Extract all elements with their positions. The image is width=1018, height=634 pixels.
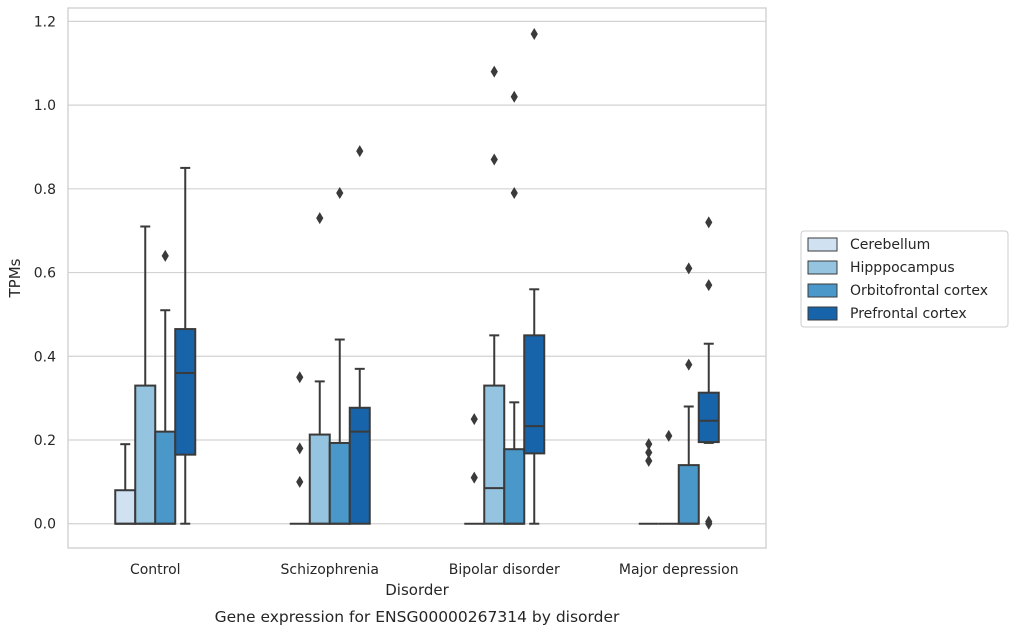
box-2-2 [503, 90, 526, 525]
legend-entry-label: Cerebellum [850, 237, 930, 253]
box-body [328, 441, 351, 525]
box-0-3 [638, 438, 659, 525]
box-body [523, 334, 546, 455]
legend: Cerebellum Hipppocampus Orbitofrontal cort… [800, 230, 1009, 328]
outlier-point [470, 413, 478, 426]
box-1-1 [308, 212, 331, 525]
outlier-point [161, 249, 169, 262]
box-1-2 [483, 65, 506, 525]
x-tick-labels: Control Schizophrenia Bipolar disorder Majo… [130, 562, 739, 578]
box-2-3 [677, 262, 700, 525]
y-tick-label: 0.8 [34, 182, 56, 198]
box-0-2 [464, 413, 485, 525]
outlier-point [510, 187, 518, 200]
box-body [503, 448, 526, 525]
x-tick-label: Schizophrenia [281, 562, 379, 578]
outlier-point [705, 517, 713, 530]
outlier-point [665, 429, 673, 442]
plot-area-frame [67, 7, 767, 549]
figure-caption: Gene expression for ENSG00000267314 by d… [215, 608, 620, 626]
x-axis-label: Disorder [385, 581, 449, 599]
outlier-point [356, 145, 364, 158]
x-tick-label: Major depression [619, 562, 739, 578]
outlier-point [705, 279, 713, 292]
outlier-point [705, 216, 713, 229]
outlier-point [490, 65, 498, 78]
legend-swatch [807, 237, 838, 252]
y-tick-label: 0.0 [34, 517, 56, 533]
outlier-point [645, 446, 653, 459]
box-body [483, 384, 506, 525]
box-3-1 [348, 145, 371, 525]
box-0-1 [289, 371, 310, 525]
box-body [134, 384, 157, 525]
x-tick-label: Bipolar disorder [449, 562, 560, 578]
box-elements [114, 27, 720, 530]
outlier-point [296, 371, 304, 384]
legend-swatch [807, 283, 838, 298]
box-body [348, 406, 371, 525]
outlier-point [316, 212, 324, 225]
legend-entry-label: Orbitofrontal cortex [850, 283, 988, 299]
legend-entry-label: Prefrontal cortex [850, 306, 967, 322]
box-body [154, 430, 177, 525]
legend-swatch [807, 260, 838, 275]
outlier-point [336, 187, 344, 200]
legend-entry-label: Hipppocampus [850, 260, 955, 276]
x-tick-label: Control [130, 562, 181, 578]
y-tick-label: 1.0 [34, 98, 56, 114]
y-axis-label: TPMs [6, 258, 24, 298]
box-1-3 [658, 429, 679, 525]
y-tick-label: 0.2 [34, 433, 56, 449]
box-body [174, 328, 197, 456]
box-body [114, 489, 137, 525]
box-body [677, 464, 700, 525]
box-body [697, 391, 720, 444]
y-tick-labels: 0.0 0.2 0.4 0.6 0.8 1.0 1.2 [34, 14, 56, 532]
box-2-0 [154, 249, 177, 525]
legend-swatch [807, 306, 838, 321]
outlier-point [645, 438, 653, 451]
outlier-point [685, 358, 693, 371]
legend-frame [800, 230, 1009, 328]
box-3-3 [697, 216, 720, 530]
outlier-point [510, 90, 518, 103]
outlier-point [685, 262, 693, 275]
box-3-2 [523, 27, 546, 525]
outlier-point [296, 442, 304, 455]
y-tick-label: 1.2 [34, 14, 56, 30]
y-tick-label: 0.6 [34, 266, 56, 282]
outlier-point [645, 454, 653, 467]
box-1-0 [134, 225, 157, 525]
outlier-point [470, 471, 478, 484]
y-tick-label: 0.4 [34, 349, 56, 365]
box-2-1 [328, 187, 351, 525]
outlier-point [530, 27, 538, 40]
box-3-0 [174, 166, 197, 525]
outlier-point [296, 475, 304, 488]
box-body [308, 433, 331, 525]
box-0-0 [114, 443, 137, 525]
outlier-point [490, 153, 498, 166]
